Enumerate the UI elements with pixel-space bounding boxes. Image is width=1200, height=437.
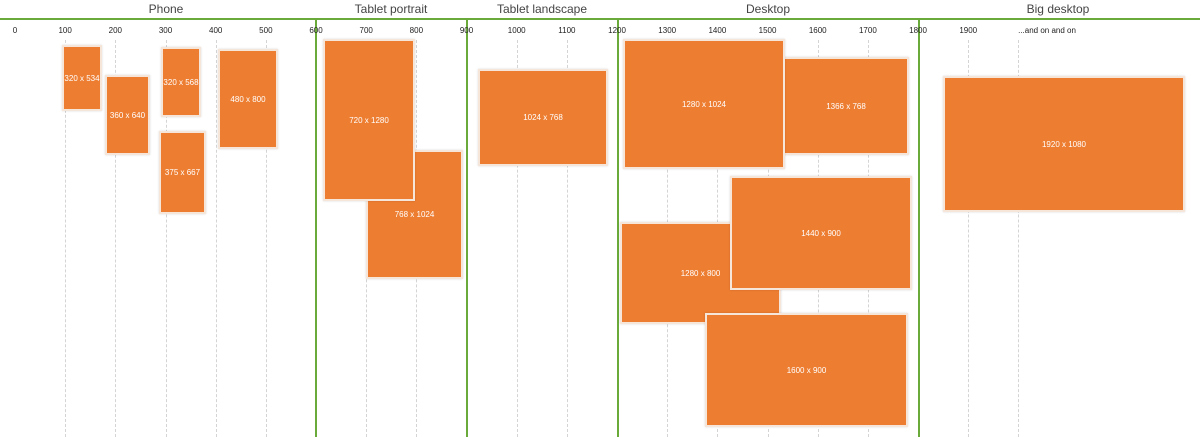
ruler-label: 600 — [309, 26, 323, 35]
ruler-label: 400 — [208, 26, 223, 35]
ruler-label: 0 — [12, 26, 18, 35]
ruler-label: 100 — [58, 26, 72, 35]
screen-size-box: 320 x 568 — [161, 47, 201, 117]
ruler-label: 1100 — [558, 26, 576, 35]
ruler-label: 1400 — [708, 26, 727, 35]
section-divider — [617, 19, 619, 437]
ruler-label: 900 — [459, 26, 474, 35]
screen-size-box: 1600 x 900 — [705, 313, 908, 427]
ruler-label: 1600 — [808, 26, 827, 35]
ruler-label: 1800 — [909, 26, 927, 35]
grid-line — [265, 40, 267, 437]
ruler-label: 1900 — [959, 26, 978, 35]
ruler-label: 1300 — [658, 26, 677, 35]
grid-line — [115, 40, 117, 437]
ruler-label: 1200 — [608, 26, 626, 35]
screen-size-box: 1366 x 768 — [783, 57, 909, 155]
grid-line — [165, 40, 167, 437]
ruler-label: 1700 — [858, 26, 877, 35]
grid-line — [968, 40, 970, 437]
screen-size-box: 375 x 667 — [159, 131, 206, 214]
screen-size-box: 1920 x 1080 — [943, 76, 1185, 212]
section-divider — [466, 19, 468, 437]
ruler-label: 300 — [158, 26, 173, 35]
ruler-label: 500 — [259, 26, 273, 35]
grid-line — [516, 40, 518, 437]
screen-size-box: 720 x 1280 — [323, 39, 415, 201]
section-divider — [315, 19, 317, 437]
screen-size-box: 1440 x 900 — [730, 176, 912, 290]
ruler-label: 1500 — [758, 26, 777, 35]
ruler-label: 200 — [108, 26, 123, 35]
grid-line — [215, 40, 217, 437]
ruler-label: 800 — [409, 26, 424, 35]
section-title: Big desktop — [1026, 2, 1090, 16]
screen-size-box: 320 x 534 — [62, 45, 102, 111]
section-divider — [918, 19, 920, 437]
ruler-label: 700 — [359, 26, 373, 35]
screen-size-box: 1024 x 768 — [478, 69, 608, 166]
screen-size-box: 360 x 640 — [105, 75, 150, 155]
section-title: Desktop — [745, 2, 791, 16]
grid-line — [566, 40, 568, 437]
section-title: Phone — [148, 2, 184, 16]
ruler-label: 1000 — [507, 26, 526, 35]
grid-line — [1018, 40, 1020, 437]
grid-line — [65, 40, 67, 437]
screen-size-box: 480 x 800 — [218, 49, 278, 149]
section-title: Tablet portrait — [354, 2, 428, 16]
screen-size-box: 1280 x 1024 — [623, 39, 785, 169]
ruler-label: ...and on and on — [1018, 26, 1076, 35]
header-line — [0, 18, 1200, 20]
section-title: Tablet landscape — [496, 2, 588, 16]
